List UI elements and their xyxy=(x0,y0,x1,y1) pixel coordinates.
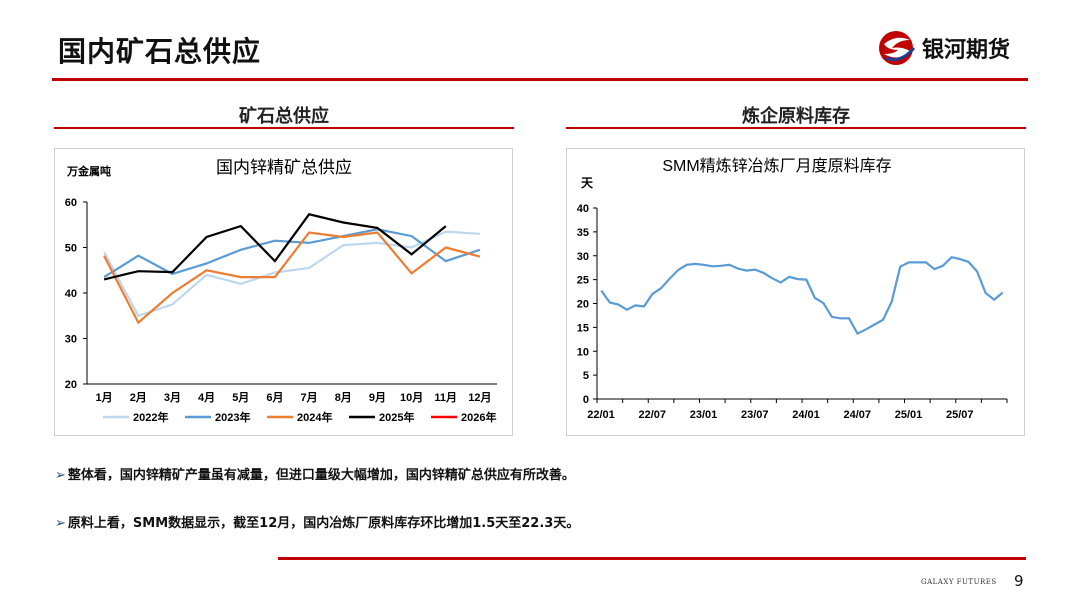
y-tick-label: 25 xyxy=(577,275,589,287)
y-tick-label: 5 xyxy=(583,370,589,382)
y-tick-label: 20 xyxy=(65,379,77,391)
footer-brand: GALAXY FUTURES xyxy=(921,578,997,586)
legend-label: 2025年 xyxy=(379,410,414,424)
x-tick-label: 12月 xyxy=(468,391,491,404)
y-tick-label: 20 xyxy=(577,299,589,311)
x-tick-label: 25/01 xyxy=(895,409,923,421)
galaxy-logo-icon xyxy=(879,31,916,65)
bullet-point-1: ➢ 整体看，国内锌精矿产量虽有减量，但进口量级大幅增加，国内锌精矿总供应有所改善。 xyxy=(55,464,575,483)
arrow-bullet-icon: ➢ xyxy=(55,516,66,531)
left-section-title: 矿石总供应 xyxy=(239,106,329,127)
supply-line-chart: 国内锌精矿总供应 万金属吨 20 30 40 50 60 1月 2月 3月 4月 5月 6月 7月 8月… xyxy=(65,158,497,424)
y-tick-label: 40 xyxy=(577,203,589,215)
bullet-text: 整体看，国内锌精矿产量虽有减量，但进口量级大幅增加，国内锌精矿总供应有所改善。 xyxy=(67,468,575,483)
y-tick-label: 30 xyxy=(65,334,77,346)
series-line-2024年 xyxy=(103,231,481,325)
right-section-divider xyxy=(566,127,1026,129)
x-tick-label: 24/01 xyxy=(792,409,820,421)
x-tick-label: 7月 xyxy=(301,391,318,404)
x-tick-label: 6月 xyxy=(266,391,283,404)
x-tick-label: 5月 xyxy=(232,391,249,404)
series-line-2025年 xyxy=(103,213,447,281)
inventory-chart-panel: SMM精炼锌冶炼厂月度原料库存 天 0 5 10 15 20 25 30 35 40 22/01 2… xyxy=(566,148,1025,436)
chart-title: 国内锌精矿总供应 xyxy=(216,158,352,177)
x-tick-label: 23/01 xyxy=(690,409,718,421)
y-tick-label: 60 xyxy=(65,197,77,209)
x-tick-label: 22/01 xyxy=(587,409,615,421)
legend-label: 2023年 xyxy=(215,410,250,424)
legend-label: 2024年 xyxy=(297,410,332,424)
y-axis-label: 万金属吨 xyxy=(66,164,111,178)
x-tick-label: 3月 xyxy=(164,391,181,404)
x-tick-label: 22/07 xyxy=(638,409,666,421)
bullet-point-2: ➢ 原料上看，SMM数据显示，截至12月，国内冶炼厂原料库存环比增加1.5天至22… xyxy=(55,512,579,531)
inventory-line-chart: SMM精炼锌冶炼厂月度原料库存 天 0 5 10 15 20 25 30 35 40 22/01 2… xyxy=(577,157,1008,421)
logo-text: 银河期货 xyxy=(922,38,1011,63)
bullet-text: 原料上看，SMM数据显示，截至12月，国内冶炼厂原料库存环比增加1.5天至22.… xyxy=(67,516,580,531)
x-tick-label: 25/07 xyxy=(946,409,974,421)
x-tick-label: 23/07 xyxy=(741,409,769,421)
page-title: 国内矿石总供应 xyxy=(58,35,262,68)
x-tick-label: 10月 xyxy=(400,391,423,404)
x-tick-label: 1月 xyxy=(96,391,113,404)
x-tick-label: 9月 xyxy=(369,391,386,404)
y-tick-label: 10 xyxy=(577,346,589,358)
legend-label: 2022年 xyxy=(133,410,168,424)
y-axis-label: 天 xyxy=(581,176,594,190)
arrow-bullet-icon: ➢ xyxy=(55,468,66,483)
page-number: 9 xyxy=(1014,572,1024,590)
footer-divider xyxy=(278,557,1026,560)
y-tick-label: 15 xyxy=(577,322,589,334)
company-logo: 银河期货 xyxy=(876,28,1036,68)
x-tick-label: 8月 xyxy=(335,391,352,404)
y-tick-label: 50 xyxy=(65,243,77,255)
inventory-series-line xyxy=(600,255,1004,336)
x-tick-label: 24/07 xyxy=(843,409,871,421)
y-tick-label: 35 xyxy=(577,227,589,239)
header-divider xyxy=(52,78,1028,81)
x-tick-label: 2月 xyxy=(130,391,147,404)
y-tick-label: 40 xyxy=(65,288,77,300)
legend-label: 2026年 xyxy=(461,410,496,424)
y-tick-label: 30 xyxy=(577,251,589,263)
right-section-title: 炼企原料库存 xyxy=(742,106,850,127)
x-tick-label: 11月 xyxy=(434,391,457,404)
chart-title: SMM精炼锌冶炼厂月度原料库存 xyxy=(662,157,891,175)
y-tick-label: 0 xyxy=(583,394,589,406)
supply-chart-panel: 国内锌精矿总供应 万金属吨 20 30 40 50 60 1月 2月 3月 4月 5月 6月 7月 8月… xyxy=(54,148,513,436)
x-tick-label: 4月 xyxy=(198,391,215,404)
series-line-2022年 xyxy=(103,230,480,318)
left-section-divider xyxy=(54,127,514,129)
